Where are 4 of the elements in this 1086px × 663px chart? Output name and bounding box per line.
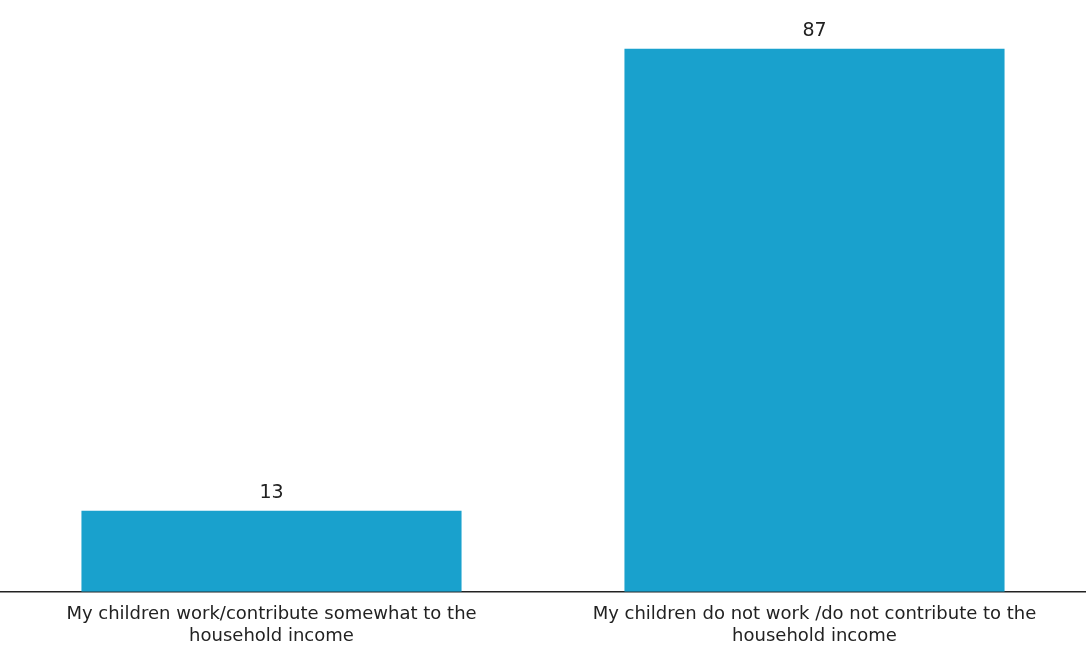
data-label: 87 <box>802 18 827 41</box>
x-tick-label: My children work/contribute somewhat to the household income <box>66 602 477 645</box>
x-tick-label: My children do not work /do not contribute to the household income <box>592 602 1037 645</box>
data-label: 13 <box>259 480 284 503</box>
